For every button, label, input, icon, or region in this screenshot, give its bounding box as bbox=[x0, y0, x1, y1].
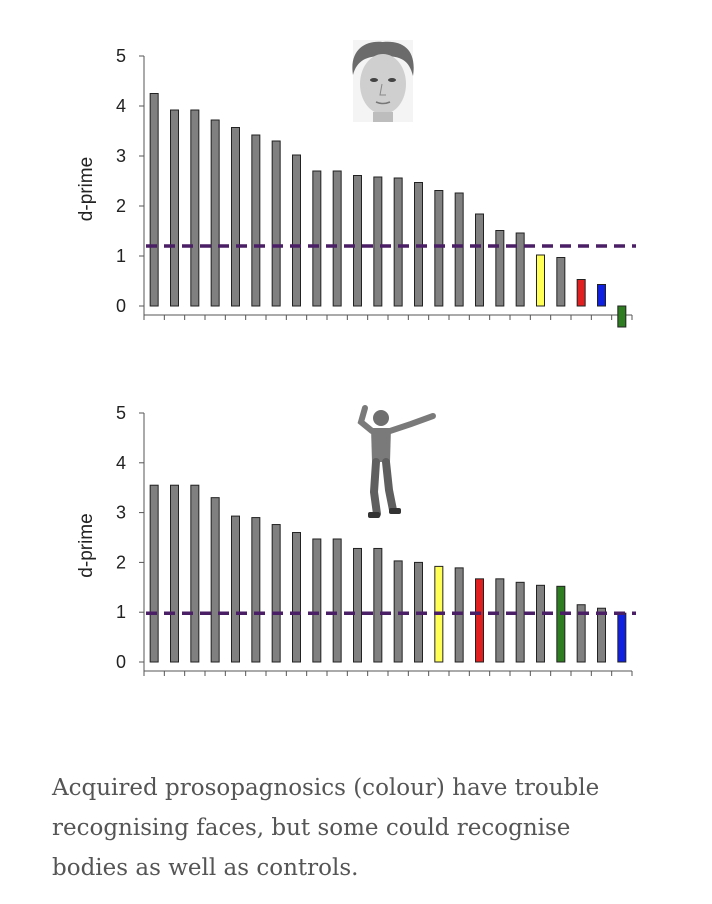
face-bar bbox=[210, 119, 220, 307]
face-photo-icon bbox=[352, 40, 414, 122]
face-bar bbox=[170, 109, 179, 307]
body-left-arm bbox=[357, 405, 375, 434]
body-figure-icon bbox=[357, 405, 436, 518]
body-bar bbox=[332, 538, 342, 663]
face-bar bbox=[271, 140, 281, 307]
body-bar bbox=[312, 538, 322, 663]
body-right-shoe bbox=[389, 508, 401, 514]
face-bar bbox=[515, 232, 525, 307]
body-y-tick-label: 1 bbox=[116, 602, 126, 622]
body-bar bbox=[597, 607, 606, 663]
face-bar bbox=[251, 134, 261, 307]
body-right-arm bbox=[387, 413, 436, 434]
body-y-tick-label: 5 bbox=[116, 403, 126, 423]
face-nose bbox=[379, 83, 386, 96]
face-bar bbox=[536, 254, 545, 307]
body-bar bbox=[231, 515, 240, 663]
face-bar bbox=[231, 127, 240, 307]
body-recognition-chart: 0 1 2 3 4 5 d-prime bbox=[0, 388, 712, 688]
body-bar bbox=[271, 524, 281, 663]
body-bar bbox=[373, 547, 383, 663]
body-head bbox=[373, 410, 389, 426]
face-bar bbox=[454, 192, 464, 307]
face-bar bbox=[373, 176, 383, 307]
face-bar bbox=[393, 177, 403, 307]
body-left-leg bbox=[369, 458, 381, 518]
face-bar bbox=[149, 93, 159, 307]
body-bar bbox=[475, 578, 484, 663]
face-right-eye bbox=[388, 78, 396, 82]
body-bar bbox=[495, 578, 505, 663]
face-y-axis-label: d-prime bbox=[76, 157, 97, 221]
body-y-tick-label: 0 bbox=[116, 652, 126, 672]
body-bar bbox=[617, 612, 627, 663]
body-bar bbox=[556, 585, 566, 663]
face-bar bbox=[292, 154, 301, 307]
body-bar bbox=[576, 604, 586, 663]
face-y-tick-label: 4 bbox=[116, 96, 126, 116]
body-torso bbox=[371, 428, 391, 462]
face-hair bbox=[352, 41, 414, 76]
face-bar bbox=[190, 109, 200, 307]
body-bar bbox=[292, 532, 301, 663]
body-bar bbox=[210, 497, 220, 663]
body-bar bbox=[353, 547, 362, 663]
face-bar bbox=[475, 213, 484, 307]
face-bar bbox=[353, 175, 362, 307]
body-right-leg bbox=[382, 458, 397, 514]
face-bar bbox=[576, 279, 586, 307]
body-y-tick-label: 2 bbox=[116, 552, 126, 572]
body-left-shoe bbox=[368, 512, 380, 518]
face-y-tick-label: 1 bbox=[116, 246, 126, 266]
face-left-eye bbox=[370, 78, 378, 82]
body-bar bbox=[251, 517, 261, 663]
face-mouth bbox=[375, 101, 391, 105]
face-head bbox=[360, 54, 406, 114]
figure-caption: Acquired prosopagnosics (colour) have tr… bbox=[52, 775, 600, 881]
body-bar bbox=[190, 484, 200, 663]
face-y-tick-label: 5 bbox=[116, 46, 126, 66]
face-bar bbox=[495, 230, 505, 307]
body-bar bbox=[149, 484, 159, 663]
face-bar bbox=[556, 257, 566, 307]
face-y-tick-label: 2 bbox=[116, 196, 126, 216]
body-bar bbox=[170, 484, 179, 663]
body-y-axis-label: d-prime bbox=[76, 513, 97, 577]
face-bar bbox=[434, 190, 444, 307]
face-bar bbox=[312, 170, 322, 307]
body-bar bbox=[515, 581, 525, 663]
face-y-tick-label: 3 bbox=[116, 146, 126, 166]
face-bar bbox=[332, 170, 342, 307]
body-y-tick-label: 4 bbox=[116, 453, 126, 473]
face-bar bbox=[597, 284, 606, 307]
face-recognition-chart: 0 1 2 3 4 5 d-prime bbox=[0, 30, 712, 350]
face-y-tick-label: 0 bbox=[116, 296, 126, 316]
body-bar bbox=[536, 584, 545, 663]
face-bar bbox=[617, 305, 627, 328]
body-chart-svg: 0 1 2 3 4 5 d-prime bbox=[76, 403, 636, 676]
face-chart-svg: 0 1 2 3 4 5 d-prime bbox=[76, 40, 636, 328]
face-neck bbox=[373, 112, 393, 122]
body-y-tick-label: 3 bbox=[116, 503, 126, 523]
